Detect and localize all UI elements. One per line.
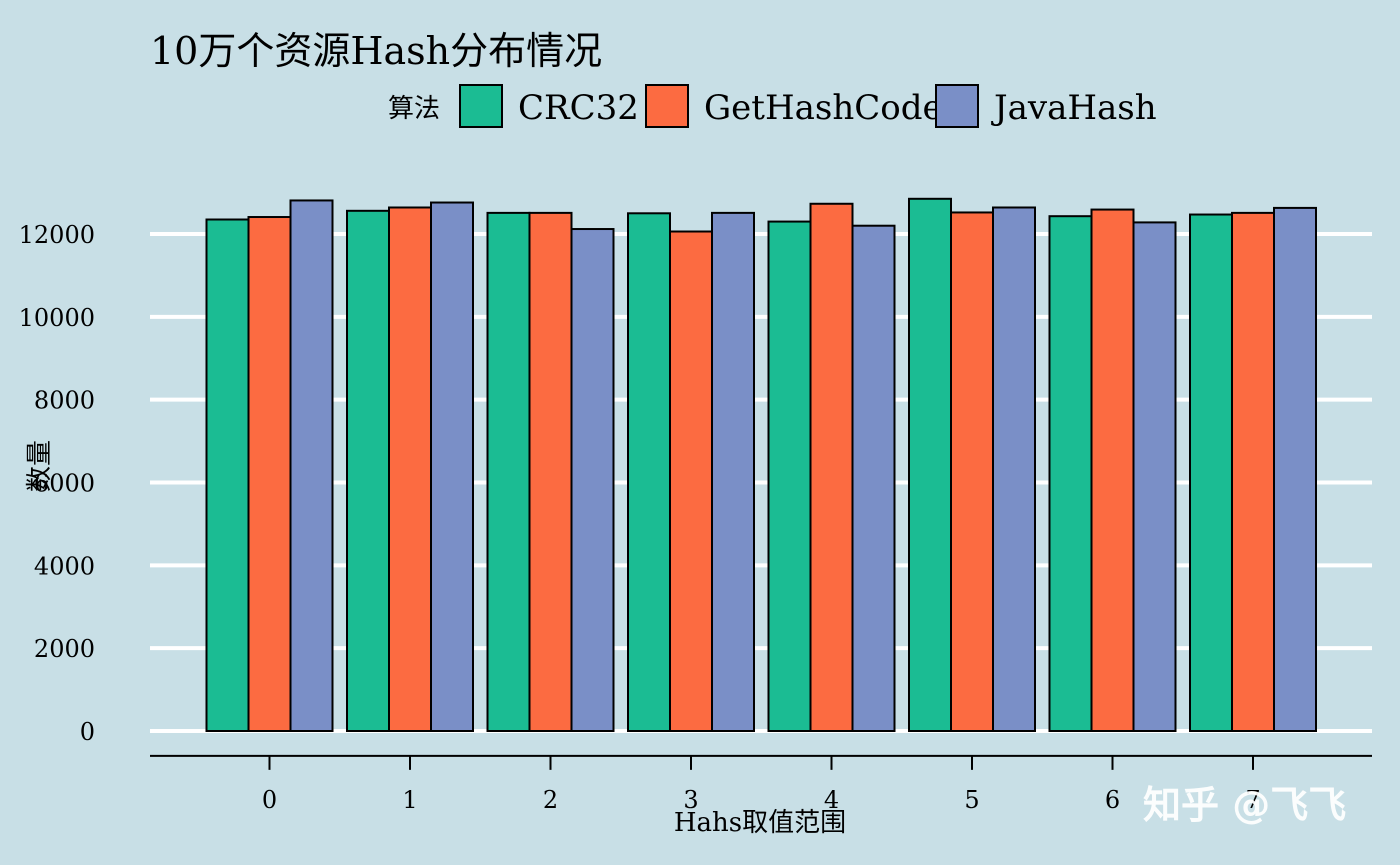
bar-javahash-1 [430, 201, 474, 733]
bar-crc32-7 [1189, 213, 1233, 732]
x-tick-label: 1 [402, 786, 417, 814]
bar-crc32-4 [767, 220, 812, 732]
legend-key-javahash [935, 84, 979, 128]
bar-javahash-4 [851, 224, 896, 732]
x-tick-label: 3 [683, 786, 698, 814]
y-tick-label: 8000 [34, 387, 95, 415]
bar-javahash-7 [1273, 206, 1317, 733]
bars [205, 197, 1317, 733]
bar-crc32-0 [205, 218, 250, 732]
x-tick-label: 0 [262, 786, 277, 814]
bar-crc32-1 [346, 209, 390, 733]
y-axis-ticks: 0 2000 4000 6000 8000 10000 12000 [19, 221, 95, 746]
x-tick-label: 6 [1105, 786, 1120, 814]
y-tick-label: 4000 [34, 552, 95, 580]
legend-label-crc32: CRC32 [518, 88, 639, 128]
y-tick-label: 2000 [34, 635, 95, 663]
watermark: 知乎 @飞飞 [1143, 783, 1346, 827]
y-tick-label: 0 [80, 718, 95, 746]
bar-javahash-6 [1132, 221, 1177, 733]
x-tick-label: 2 [543, 786, 558, 814]
bar-javahash-5 [992, 206, 1036, 732]
bar-gethashcode-7 [1231, 211, 1275, 732]
legend-label-javahash: JavaHash [991, 88, 1157, 128]
y-tick-label: 6000 [34, 470, 95, 498]
bar-javahash-2 [570, 228, 615, 732]
legend: 算法 CRC32 GetHashCode JavaHash [388, 84, 1157, 128]
bar-crc32-2 [486, 211, 531, 732]
x-axis-label: Hahs取值范围 [674, 808, 846, 838]
bar-javahash-3 [711, 211, 755, 732]
y-tick-label: 12000 [19, 221, 95, 249]
y-tick-label: 10000 [19, 304, 95, 332]
legend-label-gethashcode: GetHashCode [704, 88, 943, 128]
chart-title: 10万个资源Hash分布情况 [150, 29, 602, 73]
bar-crc32-3 [627, 212, 671, 732]
x-axis-ticks: 0 1 2 3 4 5 6 7 [262, 755, 1261, 814]
bar-gethashcode-6 [1090, 208, 1135, 733]
x-tick-label: 4 [824, 786, 839, 814]
bar-crc32-6 [1048, 215, 1093, 732]
x-tick-label: 7 [1245, 786, 1260, 814]
bar-gethashcode-1 [388, 206, 432, 732]
bar-gethashcode-0 [247, 216, 292, 732]
bar-javahash-0 [289, 199, 334, 732]
y-axis-label: 数量 [25, 440, 55, 492]
bar-gethashcode-2 [528, 211, 573, 732]
legend-key-gethashcode [645, 84, 689, 128]
legend-title: 算法 [388, 94, 440, 124]
bar-gethashcode-4 [809, 202, 854, 733]
bar-crc32-5 [908, 197, 952, 732]
x-tick-label: 5 [964, 786, 979, 814]
legend-key-crc32 [459, 84, 503, 128]
bar-gethashcode-3 [669, 230, 713, 732]
bar-gethashcode-5 [950, 211, 994, 733]
